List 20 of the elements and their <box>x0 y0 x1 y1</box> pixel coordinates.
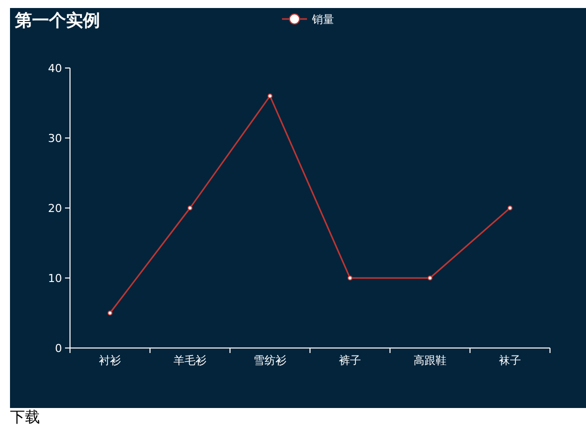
point <box>428 276 432 280</box>
legend-label: 销量 <box>311 12 334 26</box>
point <box>188 206 192 210</box>
x-tick-label: 裤子 <box>339 354 361 367</box>
text: 下载 <box>10 408 41 427</box>
y-tick-label: 0 <box>55 342 62 355</box>
point <box>108 310 112 316</box>
point <box>508 206 512 210</box>
y-tick-label: 20 <box>48 202 62 215</box>
point <box>268 94 272 98</box>
chart-title: 第一个实例 <box>14 11 100 31</box>
y-tick-label: 30 <box>48 132 62 145</box>
x-tick-label: 雪纺衫 <box>254 354 286 367</box>
y-tick-label: 10 <box>48 272 62 285</box>
x-tick-label: 高跟鞋 <box>414 354 446 367</box>
point <box>348 276 352 280</box>
x-tick-label: 羊毛衫 <box>174 354 206 367</box>
x-tick-label: 袜子 <box>499 354 521 367</box>
y-tick-label: 40 <box>48 62 62 75</box>
x-tick-label: 衬衫 <box>99 354 121 367</box>
